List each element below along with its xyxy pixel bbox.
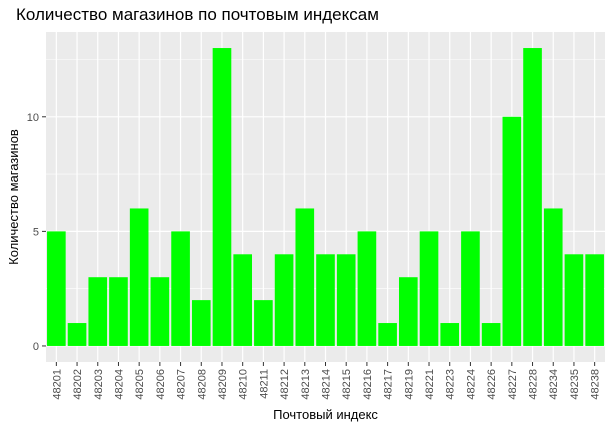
bar-48224 [461, 231, 480, 346]
x-tick-label: 48227 [507, 369, 519, 400]
x-tick-label: 48207 [176, 369, 188, 400]
x-tick-label: 48238 [590, 369, 602, 400]
x-tick-label: 48204 [113, 369, 125, 400]
bar-48234 [543, 208, 563, 346]
x-tick-label: 48210 [238, 369, 250, 400]
x-tick-label: 48209 [217, 369, 229, 400]
x-tick-label: 48215 [341, 369, 353, 400]
x-tick-label: 48212 [279, 369, 291, 400]
bar-48211 [254, 300, 273, 346]
bar-48201 [47, 231, 66, 346]
x-tick-label: 48206 [155, 369, 167, 400]
y-tick-label: 0 [33, 341, 39, 353]
bar-48238 [585, 254, 604, 346]
bar-48217 [378, 323, 397, 346]
bar-48235 [564, 254, 584, 346]
x-tick-label: 48226 [486, 369, 498, 400]
bar-48204 [109, 277, 128, 346]
bar-48206 [150, 277, 170, 346]
x-tick-label: 48234 [548, 369, 560, 400]
bar-48221 [419, 231, 439, 346]
x-tick-label: 48223 [445, 369, 457, 400]
bar-48215 [336, 254, 356, 346]
x-tick-label: 48221 [424, 369, 436, 400]
x-tick-label: 48217 [383, 369, 395, 400]
bar-48210 [233, 254, 253, 346]
x-tick-label: 48202 [72, 369, 84, 400]
bar-48227 [502, 116, 522, 346]
x-tick-label: 48214 [321, 369, 333, 400]
bar-48203 [88, 277, 108, 346]
chart-title: Количество магазинов по почтовым индекса… [16, 5, 379, 24]
bar-48214 [316, 254, 335, 346]
y-tick-label: 10 [27, 112, 39, 124]
bar-48212 [274, 254, 294, 346]
x-tick-label: 48213 [300, 369, 312, 400]
bar-48213 [295, 208, 315, 346]
x-tick-label: 48235 [569, 369, 581, 400]
x-tick-label: 48205 [134, 369, 146, 400]
x-tick-label: 48216 [362, 369, 374, 400]
bar-48216 [357, 231, 377, 346]
bar-48223 [440, 323, 460, 346]
bar-48205 [129, 208, 149, 346]
y-axis-title: Количество магазинов [6, 129, 21, 265]
x-axis-title: Почтовый индекс [273, 407, 378, 422]
bar-48209 [212, 48, 232, 346]
bar-48228 [523, 48, 542, 346]
bar-48207 [171, 231, 190, 346]
bar-48208 [191, 300, 211, 346]
x-tick-label: 48228 [528, 369, 540, 400]
bar-48226 [481, 323, 501, 346]
bar-48202 [67, 323, 87, 346]
y-tick-label: 5 [33, 226, 39, 238]
bar-48219 [398, 277, 418, 346]
x-tick-label: 48201 [51, 369, 63, 400]
x-tick-label: 48208 [196, 369, 208, 400]
x-tick-label: 48224 [465, 369, 477, 400]
x-tick-label: 48203 [93, 369, 105, 400]
x-tick-label: 48219 [403, 369, 415, 400]
x-tick-label: 48211 [258, 369, 270, 399]
